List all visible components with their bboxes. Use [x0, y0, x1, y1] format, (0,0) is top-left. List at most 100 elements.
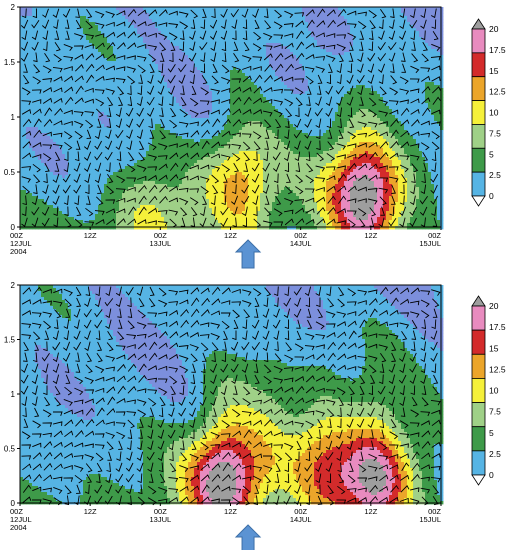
field-cell [38, 28, 41, 31]
field-cell [47, 64, 50, 67]
field-cell [41, 184, 44, 187]
field-cell [32, 106, 35, 109]
field-cell [23, 139, 26, 142]
field-cell [35, 136, 38, 139]
field-cell [50, 178, 53, 181]
field-cell [50, 40, 53, 43]
field-cell [26, 16, 29, 19]
field-cell [50, 202, 53, 205]
field-cell [38, 55, 41, 58]
field-cell [44, 157, 47, 160]
field-cell [41, 148, 44, 151]
field-cell [53, 58, 56, 61]
field-cell [44, 97, 47, 100]
field-cell [29, 136, 32, 139]
field-cell [32, 10, 35, 13]
field-cell [41, 115, 44, 118]
field-cell [56, 73, 59, 76]
field-cell [53, 187, 56, 190]
field-cell [29, 70, 32, 73]
field-cell [38, 73, 41, 76]
field-cell [23, 118, 26, 121]
field-cell [35, 106, 38, 109]
field-cell [20, 172, 23, 175]
field-cell [56, 52, 59, 55]
field-cell [23, 115, 26, 118]
field-cell [53, 109, 56, 112]
field-cell [53, 136, 56, 139]
field-cell [44, 28, 47, 31]
field-cell [29, 106, 32, 109]
field-cell [32, 22, 35, 25]
field-cell [53, 82, 56, 85]
field-cell [32, 52, 35, 55]
field-cell [26, 13, 29, 16]
field-cell [41, 139, 44, 142]
field-cell [50, 55, 53, 58]
field-cell [47, 124, 50, 127]
field-cell [35, 127, 38, 130]
field-cell [38, 199, 41, 202]
field-cell [53, 157, 56, 160]
field-cell [20, 106, 23, 109]
field-cell [29, 7, 32, 10]
field-cell [38, 31, 41, 34]
field-cell [47, 190, 50, 193]
field-cell [41, 61, 44, 64]
field-cell [29, 31, 32, 34]
field-cell [53, 139, 56, 142]
field-cell [41, 187, 44, 190]
field-cell [38, 58, 41, 61]
field-cell [20, 55, 23, 58]
field-cell [41, 118, 44, 121]
field-cell [23, 52, 26, 55]
field-cell [47, 94, 50, 97]
field-cell [53, 19, 56, 22]
field-cell [38, 193, 41, 196]
field-cell [50, 49, 53, 52]
field-cell [44, 127, 47, 130]
field-cell [41, 19, 44, 22]
field-cell [41, 34, 44, 37]
field-cell [20, 82, 23, 85]
field-cell [26, 211, 29, 214]
field-cell [41, 109, 44, 112]
field-cell [38, 46, 41, 49]
field-cell [20, 205, 23, 208]
field-cell [20, 142, 23, 145]
field-cell [32, 160, 35, 163]
field-cell [32, 184, 35, 187]
field-cell [53, 130, 56, 133]
field-cell [41, 124, 44, 127]
field-cell [50, 19, 53, 22]
field-cell [26, 106, 29, 109]
field-cell [53, 73, 56, 76]
field-cell [32, 196, 35, 199]
field-cell [32, 79, 35, 82]
field-cell [26, 160, 29, 163]
field-cell [20, 193, 23, 196]
field-cell [26, 46, 29, 49]
field-cell [38, 49, 41, 52]
field-cell [20, 130, 23, 133]
field-cell [38, 124, 41, 127]
field-cell [38, 220, 41, 223]
field-cell [26, 115, 29, 118]
field-cell [41, 175, 44, 178]
field-cell [35, 160, 38, 163]
field-cell [41, 64, 44, 67]
field-cell [38, 64, 41, 67]
field-cell [29, 94, 32, 97]
field-cell [35, 205, 38, 208]
field-cell [44, 139, 47, 142]
field-cell [47, 82, 50, 85]
field-cell [35, 91, 38, 94]
field-cell [20, 217, 23, 220]
field-cell [32, 43, 35, 46]
field-cell [50, 43, 53, 46]
field-cell [20, 94, 23, 97]
field-cell [20, 163, 23, 166]
field-cell [29, 160, 32, 163]
field-cell [26, 196, 29, 199]
field-cell [50, 115, 53, 118]
